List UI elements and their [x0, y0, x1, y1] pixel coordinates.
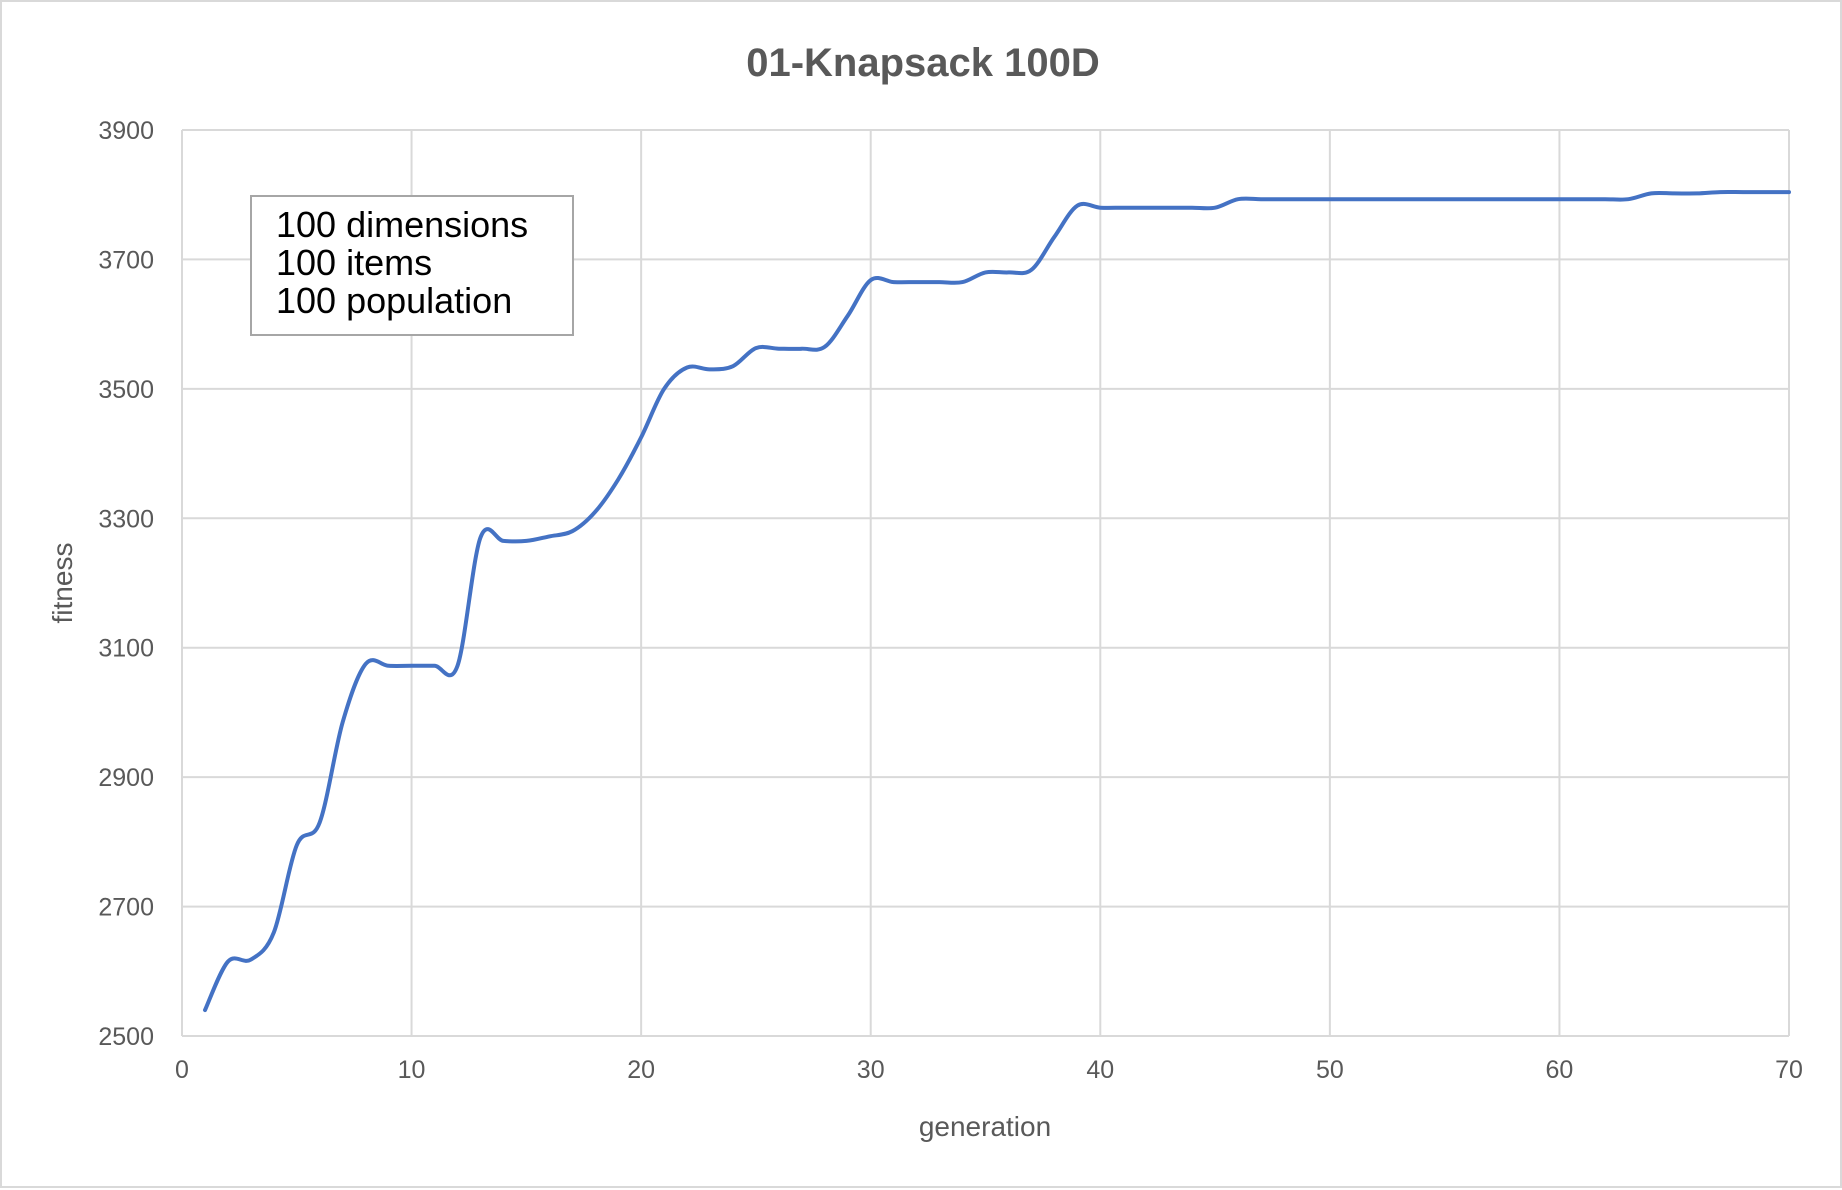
- y-tick-label: 2900: [98, 764, 154, 792]
- y-tick-label: 2500: [98, 1023, 154, 1051]
- y-tick-label: 2700: [98, 894, 154, 922]
- x-tick-label: 10: [398, 1056, 426, 1084]
- chart-title: 01-Knapsack 100D: [746, 41, 1100, 85]
- annotation-line: 100 population: [276, 280, 512, 321]
- annotation-box: 100 dimensions 100 items 100 population: [250, 195, 574, 336]
- annotation-box-border: [250, 195, 574, 336]
- y-tick-label: 3500: [98, 376, 154, 404]
- tick-labels: 2500 2700 2900 3100 3300 3500 3700 3900 0 10 20 30 4…: [98, 117, 1803, 1084]
- x-tick-label: 50: [1316, 1056, 1344, 1084]
- y-tick-label: 3700: [98, 246, 154, 274]
- y-axis-label: fitness: [47, 543, 78, 624]
- x-tick-label: 60: [1546, 1056, 1574, 1084]
- annotation-line: 100 items: [276, 242, 432, 283]
- x-tick-label: 30: [857, 1056, 885, 1084]
- series-layer: [203, 190, 1791, 1013]
- x-axis-label: generation: [919, 1111, 1051, 1142]
- x-tick-label: 40: [1086, 1056, 1114, 1084]
- annotation-line: 100 dimensions: [276, 204, 528, 245]
- y-tick-label: 3300: [98, 505, 154, 533]
- x-tick-label: 70: [1775, 1056, 1803, 1084]
- y-tick-label: 3900: [98, 117, 154, 145]
- x-tick-label: 20: [627, 1056, 655, 1084]
- series-line: [203, 190, 1791, 1013]
- x-tick-label: 0: [175, 1056, 189, 1084]
- y-tick-label: 3100: [98, 635, 154, 663]
